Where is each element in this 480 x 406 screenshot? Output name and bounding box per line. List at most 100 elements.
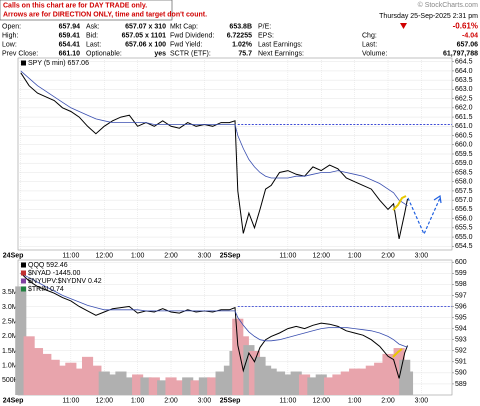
volume-bar <box>307 377 319 395</box>
volume-bar <box>157 380 169 395</box>
legend-swatch <box>21 262 26 268</box>
y-tick-label: 661.5 <box>455 114 473 121</box>
quote-label: Last: <box>362 41 377 48</box>
volume-bar <box>132 374 144 395</box>
projection-line <box>392 348 403 358</box>
quote-label: Mkt Cap: <box>170 23 198 30</box>
y-tick-label: 598 <box>455 281 467 288</box>
volume-bar <box>349 368 361 395</box>
y-tick-label: 597 <box>455 292 467 299</box>
price-line <box>20 72 408 240</box>
y-tick-label: 589 <box>455 381 467 388</box>
plots: 24Sep 11:00 12:00 1:00 2:00 3:00 25Sep 11:00 12:… <box>2 58 473 404</box>
y-tick-label: 664.5 <box>455 59 473 66</box>
volume-bar <box>73 368 85 395</box>
y-tick-label: 660.0 <box>455 142 473 149</box>
quote-label: Ask: <box>86 23 100 30</box>
quote-label: Prev Close: <box>2 50 38 57</box>
x-tick-label: 24Sep <box>3 252 24 259</box>
volume-bar <box>388 356 400 395</box>
y-tick-label: 3.5M <box>2 289 18 296</box>
volume-bar <box>273 371 286 395</box>
moving-average <box>20 272 408 348</box>
y-tick-label: 600 <box>455 259 467 266</box>
quote-value: 657.05 x 1101 <box>122 32 166 39</box>
volume-bar <box>215 371 227 395</box>
direction-arrow <box>407 197 441 236</box>
quote-value: -4.04 <box>462 32 478 39</box>
quote-label: Low: <box>2 41 17 48</box>
volume-bar <box>282 374 294 395</box>
volume-bar <box>40 353 52 395</box>
volume-bar <box>401 371 414 395</box>
x-tick-label: 3:00 <box>198 397 212 404</box>
legend-entry: QQQ 592.46 <box>28 262 68 269</box>
y-tick-label: 595 <box>455 314 467 321</box>
volume-bar <box>165 377 177 395</box>
y-tick-label: 656.0 <box>455 215 473 222</box>
x-tick-label: 2:00 <box>381 397 395 404</box>
quote-value: 61,797,788 <box>443 50 478 57</box>
quote-value: 6.72255 <box>227 32 252 39</box>
volume-bar <box>98 371 110 395</box>
x-tick-label: 24Sep <box>3 397 24 404</box>
quote-value: 654.41 <box>59 41 81 48</box>
x-tick-label: 3:00 <box>415 252 429 259</box>
y-tick-label: 594 <box>455 325 467 332</box>
y-tick-label: 655.5 <box>455 225 473 232</box>
x-tick-label: 25Sep <box>220 252 241 259</box>
y-tick-label: 664.0 <box>455 68 473 75</box>
y-tick-label: 662.0 <box>455 105 473 112</box>
volume-bar <box>115 371 127 395</box>
volume-bar <box>31 348 44 395</box>
legend-swatch <box>21 60 26 66</box>
y-tick-label: 590 <box>455 370 467 377</box>
quote-label: EPS: <box>258 32 274 39</box>
volume-bar <box>365 365 377 395</box>
x-tick-label: 1:00 <box>131 252 145 259</box>
quote-label: High: <box>2 32 18 39</box>
watermark: © StockCharts.com <box>418 1 479 9</box>
price-line <box>20 272 408 379</box>
legend-entry: SPY (5 min) 657.06 <box>28 60 89 67</box>
x-tick-label: 2:00 <box>381 252 395 259</box>
y-tick-label: 661.0 <box>455 123 473 130</box>
y-tick-label: 660.5 <box>455 132 473 139</box>
x-tick-label: 1:00 <box>348 252 362 259</box>
quote-value: 1.02% <box>232 41 253 48</box>
y-tick-label: 659.0 <box>455 160 473 167</box>
quote-value: 657.07 x 310 <box>125 23 166 30</box>
y-tick-label: 2.0M <box>2 333 18 340</box>
quote-change: -0.61% <box>453 22 478 31</box>
quote-value: 661.10 <box>59 50 81 57</box>
y-tick-label: 658.5 <box>455 169 473 176</box>
x-tick-label: 1:00 <box>348 397 362 404</box>
y-tick-label: 654.5 <box>455 243 473 250</box>
y-tick-label: 659.5 <box>455 151 473 158</box>
y-tick-label: 596 <box>455 303 467 310</box>
y-tick-label: 662.5 <box>455 95 473 102</box>
moving-average <box>20 70 408 207</box>
legend-swatch <box>21 286 26 292</box>
quote-value: 653.8B <box>229 23 252 30</box>
y-tick-label: 663.5 <box>455 77 473 84</box>
quote-label: Next Earnings: <box>258 50 304 57</box>
quote-label: Volume: <box>362 50 387 57</box>
y-tick-label: 1.5M <box>2 348 18 355</box>
volume-bar <box>81 356 94 395</box>
volume-bar <box>374 362 386 395</box>
volume-bar <box>23 336 35 395</box>
volume-bar <box>198 377 210 395</box>
volume-bar <box>298 374 311 395</box>
volume-bar <box>324 377 336 395</box>
notes-box <box>0 0 173 21</box>
volume-bar <box>290 371 302 395</box>
note: Calls on this chart are for DAY TRADE on… <box>3 2 147 9</box>
quote-date: Thursday 25-Sep-2025 2:31 pm <box>379 13 478 20</box>
volume-bar <box>48 359 60 395</box>
volume-bar <box>260 365 272 395</box>
quote-value: 659.41 <box>59 32 81 39</box>
x-tick-label: 11:00 <box>62 397 79 404</box>
volume-bar <box>357 368 369 395</box>
